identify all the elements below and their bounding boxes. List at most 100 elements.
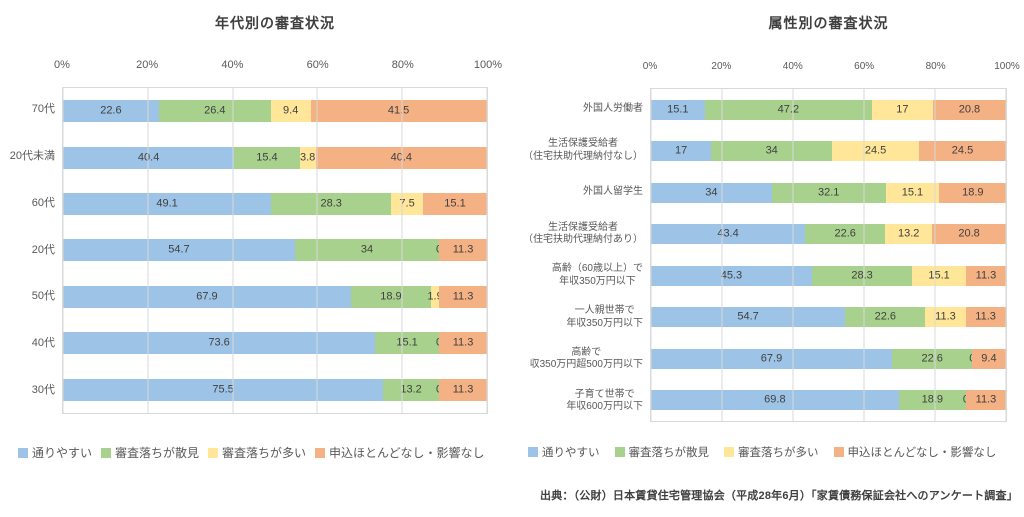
category-label-text: 30代: [31, 383, 55, 396]
bar-row: 34 32.1 15.1 18.9: [651, 172, 1007, 214]
legend-color-swatch: [315, 447, 326, 458]
data-label: 34: [705, 186, 718, 199]
axis-tick-label: 80%: [925, 61, 946, 72]
bar-segment: [270, 100, 311, 123]
bar-segment: [805, 224, 886, 245]
age-chart: 年代別の審査状況 0% 20% 40% 60% 80% 100% 70代 20代未満 60代 2…: [0, 0, 512, 480]
stacked-bar: 43.4 22.6 13.2 20.8: [651, 224, 1006, 245]
category-label-text: 60代: [31, 196, 55, 209]
bar-segment: [439, 285, 487, 308]
bar-segment: [375, 332, 440, 355]
data-label: 67.9: [196, 290, 218, 303]
stacked-bar: 17 34 24.5 24.5: [651, 141, 1006, 162]
bar-segment: [965, 390, 1006, 411]
bar-segment: [439, 332, 487, 355]
category-label: 60代: [0, 180, 55, 227]
bar-segment: [383, 378, 440, 401]
bar-segment: [422, 193, 487, 216]
category-label-text: 高齢で 収350万円超500万円以下: [529, 346, 643, 371]
axis-tick-label: 80%: [391, 59, 414, 71]
bar-segment: [965, 307, 1006, 328]
bar-row: 54.734011.3: [63, 227, 487, 273]
gridline: [62, 88, 64, 413]
data-label: 22.6: [874, 310, 897, 323]
data-label: 15.1: [444, 197, 466, 210]
gridline: [934, 89, 936, 421]
category-label-text: 一人親世帯で 年収350万円以下: [566, 305, 643, 329]
data-label: 11.3: [935, 310, 956, 323]
gridline: [792, 89, 794, 421]
chart-title: 属性別の審査状況: [768, 15, 889, 31]
bar-row: 49.1 28.3 7.5 15.1: [63, 181, 487, 227]
category-label-text: 40代: [31, 337, 55, 350]
stacked-bar: 45.3 28.3 15.1 11.3: [651, 265, 1006, 286]
bar-row: 22.6 26.4 9.4 41.5: [63, 88, 487, 134]
bar-segment: [919, 141, 1006, 162]
bar-segment: [63, 146, 235, 169]
stacked-bar: 54.734011.3: [63, 239, 487, 262]
data-label: 32.1: [817, 186, 840, 199]
bar-segment: [711, 141, 833, 162]
bar-segment: [932, 99, 1007, 120]
category-label-text: 50代: [31, 290, 55, 303]
bar-segment: [651, 99, 705, 120]
data-label: 18.9: [962, 186, 984, 199]
stacked-bar: 67.9 18.9 1.9 11.3: [63, 285, 487, 308]
plot-area: 15.1 47.2 17 20.8 17 34 24.5 24.5 34 32.1 15.1 18.9…: [650, 88, 1007, 422]
category-label-text: 外国人労働者: [583, 102, 643, 114]
legend-item: 通りやすい: [528, 444, 600, 460]
bar-row: 54.7 22.6 11.3 11.3: [651, 297, 1006, 339]
category-label: 30代: [0, 367, 55, 414]
data-label: 11.3: [975, 310, 996, 323]
legend: 通りやすい 審査落ちが散見 審査落ちが多い 申込ほとんどなし・影響なし: [18, 444, 484, 461]
stacked-bar: 73.615.1011.3: [63, 332, 487, 355]
gridline: [863, 89, 865, 421]
bar-segment: [439, 378, 487, 401]
category-label-text: 20代未満: [9, 150, 55, 163]
category-label: 外国人留学生: [512, 172, 643, 214]
data-label: 15.1: [901, 186, 924, 199]
category-label-text: 生活保護受給者 （住宅扶助代理納付なし）: [523, 138, 643, 162]
data-label: 24.5: [951, 144, 974, 157]
data-label: 11.3: [452, 290, 474, 303]
legend-item: 審査落ちが散見: [614, 444, 710, 460]
stacked-bar: 69.818.9011.3: [651, 390, 1006, 411]
bar-segment: [310, 100, 487, 123]
data-label: 67.9: [760, 352, 783, 365]
legend-color-swatch: [528, 447, 538, 457]
legend-label: 審査落ちが散見: [628, 447, 710, 459]
bar-row: 67.922.609.4: [651, 338, 1006, 380]
legend-label: 審査落ちが散見: [115, 446, 200, 460]
bar-segment: [63, 332, 376, 355]
x-axis: 0% 20% 40% 60% 80% 100%: [54, 59, 502, 73]
bar-segment: [932, 224, 1006, 245]
bar-segment: [439, 239, 487, 262]
legend-label: 申込ほとんどなし・影響なし: [329, 446, 485, 460]
bar-segment: [63, 378, 384, 401]
data-label: 17: [896, 103, 909, 116]
legend-color-swatch: [101, 447, 112, 458]
bar-segment: [350, 285, 432, 308]
data-label: 7.5: [399, 197, 415, 210]
legend-label: 通りやすい: [542, 447, 600, 459]
data-label: 22.6: [921, 352, 943, 365]
data-label: 24.5: [864, 144, 887, 157]
data-label: 26.4: [204, 104, 226, 117]
category-label-text: 外国人留学生: [583, 186, 643, 198]
legend-label: 審査落ちが多い: [222, 446, 307, 460]
legend-label: 審査落ちが多い: [738, 447, 819, 459]
axis-tick-label: 0%: [54, 59, 70, 71]
data-label: 28.3: [320, 197, 342, 210]
data-label: 75.5: [212, 383, 234, 396]
bar-row: 75.513.2011.3: [63, 367, 487, 413]
legend-color-swatch: [833, 447, 844, 457]
bar-segment: [885, 182, 940, 203]
bar-segment: [431, 285, 440, 308]
bar-row: 17 34 24.5 24.5: [651, 131, 1006, 173]
bar-segment: [811, 265, 913, 286]
data-label: 15.1: [396, 336, 418, 349]
category-label: 20代: [0, 227, 55, 274]
gridline: [650, 89, 652, 421]
category-label: 子育て世帯で 年収600万円以下: [512, 380, 643, 422]
stacked-bar: 54.7 22.6 11.3 11.3: [651, 307, 1006, 328]
